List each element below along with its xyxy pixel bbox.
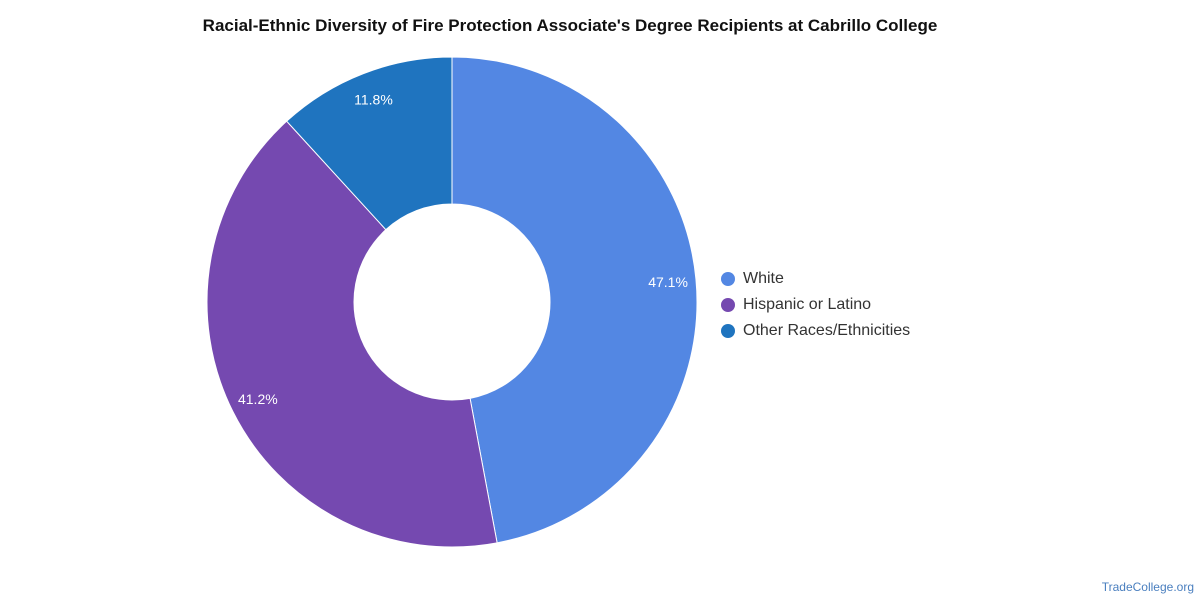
legend-swatch	[721, 298, 735, 312]
slice-value-label-1: 41.2%	[238, 391, 278, 407]
legend-item: Other Races/Ethnicities	[721, 318, 910, 344]
legend-swatch	[721, 324, 735, 338]
legend-item: Hispanic or Latino	[721, 292, 910, 318]
legend-swatch	[721, 272, 735, 286]
legend-label: Other Races/Ethnicities	[743, 322, 911, 339]
chart-legend: White Hispanic or Latino Other Races/Ethni…	[721, 266, 910, 344]
donut-slice-0	[451, 56, 698, 544]
legend-label: Hispanic or Latino	[743, 296, 872, 313]
donut-slice-2	[285, 56, 453, 231]
source-watermark: TradeCollege.org	[1101, 580, 1194, 594]
donut-slice-1	[206, 120, 498, 548]
slice-value-label-2: 11.8%	[354, 92, 393, 108]
legend-label: White	[743, 270, 784, 287]
slice-value-label-0: 47.1%	[648, 274, 688, 290]
chart-title: Racial-Ethnic Diversity of Fire Protecti…	[202, 16, 938, 35]
legend-item: White	[721, 266, 910, 292]
